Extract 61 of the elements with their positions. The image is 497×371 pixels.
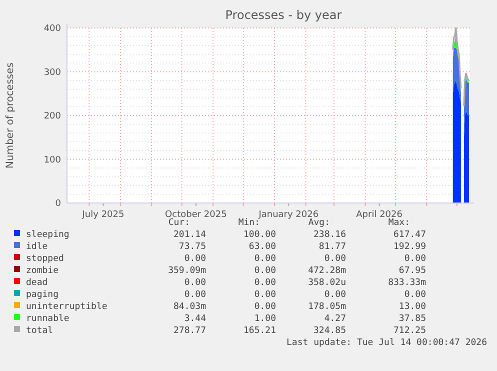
text: 3.44 (184, 314, 206, 324)
y-tick-label: 0 (55, 199, 62, 210)
legend-label: zombie (26, 266, 59, 276)
text: 712.25 (393, 326, 426, 336)
text: 0.00 (254, 290, 276, 300)
text: Max: (388, 218, 410, 228)
text: 472.28m (308, 266, 346, 276)
y-tick-label: 100 (44, 155, 62, 166)
x-tick-label: April 2026 (356, 210, 403, 220)
text: Cur: (168, 218, 190, 228)
text: 37.85 (398, 314, 426, 324)
y-tick-label: 400 (44, 24, 62, 34)
text: Last update: Tue Jul 14 00:00:47 2026 (286, 338, 487, 348)
legend-label: uninterruptible (26, 302, 108, 312)
text: 617.47 (393, 230, 426, 240)
text: 81.77 (318, 242, 346, 252)
text: 67.95 (398, 266, 426, 276)
text: 13.00 (398, 302, 426, 312)
text: 100.00 (243, 230, 276, 240)
text: 358.02u (308, 278, 346, 288)
x-tick-label: January 2026 (258, 210, 319, 220)
legend-label: sleeping (26, 230, 70, 240)
text: 165.21 (243, 326, 276, 336)
legend-label: dead (26, 278, 48, 288)
text: 4.27 (324, 314, 346, 324)
legend-label: idle (26, 242, 48, 252)
text: 0.00 (254, 278, 276, 288)
text: Avg: (308, 218, 330, 228)
text: 324.85 (313, 326, 346, 336)
text: 0.00 (254, 266, 276, 276)
x-tick-label: October 2025 (165, 210, 227, 220)
text: 278.77 (173, 326, 206, 336)
text: 0.00 (404, 254, 426, 264)
text: 0.00 (184, 254, 206, 264)
text: 238.16 (313, 230, 346, 240)
text: 178.05m (308, 302, 346, 312)
y-tick-label: 200 (44, 112, 62, 122)
text: 73.75 (178, 242, 206, 252)
text: 359.09m (168, 266, 206, 276)
text: Min: (238, 218, 260, 228)
text: 84.03m (173, 302, 206, 312)
x-tick-label: July 2025 (81, 210, 124, 220)
text: 0.00 (324, 254, 346, 264)
y-tick-label: 300 (44, 68, 62, 78)
legend-label: paging (26, 290, 59, 300)
chart-title: Processes - by year (225, 8, 342, 22)
text: 0.00 (184, 278, 206, 288)
text: 0.00 (254, 254, 276, 264)
text: 833.33m (388, 278, 426, 288)
text: 0.00 (324, 290, 346, 300)
text: 201.14 (173, 230, 206, 240)
text: 63.00 (248, 242, 276, 252)
legend-label: stopped (26, 254, 64, 264)
text: 0.00 (254, 302, 276, 312)
legend-label: runnable (26, 314, 70, 324)
text: 1.00 (254, 314, 276, 324)
text: 0.00 (184, 290, 206, 300)
legend-label: total (26, 326, 54, 336)
y-axis-title: Number of processes (5, 62, 16, 168)
text: 0.00 (404, 290, 426, 300)
text: 192.99 (393, 242, 426, 252)
